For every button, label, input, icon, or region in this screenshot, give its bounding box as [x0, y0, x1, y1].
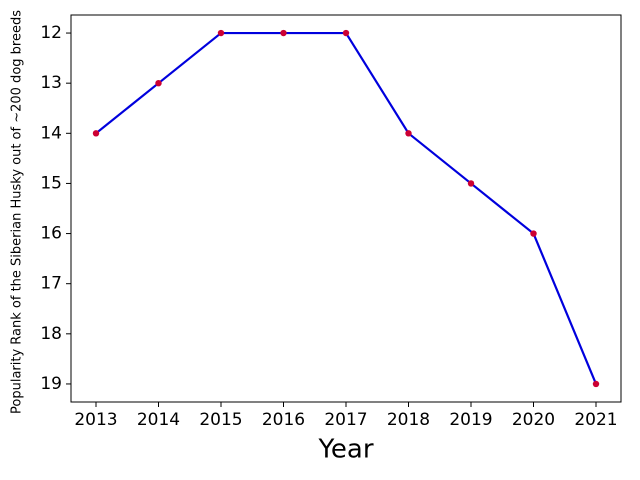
point: [530, 230, 537, 237]
y-tick-label: 19: [40, 374, 62, 394]
x-tick-label: 2017: [324, 410, 367, 430]
x-tick-label: 2013: [74, 410, 117, 430]
plot-frame: [70, 14, 622, 403]
x-tick-label: 2016: [262, 410, 305, 430]
point: [280, 29, 287, 37]
y-tick-label: 18: [40, 324, 62, 344]
x-tick-label: 2021: [574, 410, 617, 430]
y-tick-label: 16: [40, 224, 62, 244]
line: [95, 31, 598, 385]
y-tick-label: 12: [40, 23, 62, 43]
x-tick-label: 2019: [449, 410, 492, 430]
x-tick-label: 2014: [137, 410, 180, 430]
x-axis-label: Year: [317, 435, 373, 465]
point: [592, 380, 600, 388]
point: [92, 130, 100, 137]
point: [405, 130, 412, 137]
y-tick-label: 14: [40, 123, 62, 143]
x-tick-label: 2020: [512, 410, 555, 430]
x-tick-label: 2018: [387, 410, 430, 430]
point: [342, 29, 350, 37]
y-tick-label: 13: [40, 73, 62, 93]
y-tick-label: 17: [40, 274, 62, 294]
y-axis-label: Popularity Rank of the Siberian Husky ou…: [10, 10, 25, 414]
y-tick-label: 15: [40, 173, 62, 193]
point: [217, 29, 225, 37]
point: [467, 180, 475, 187]
point: [155, 79, 162, 87]
x-tick-label: 2015: [199, 410, 242, 430]
